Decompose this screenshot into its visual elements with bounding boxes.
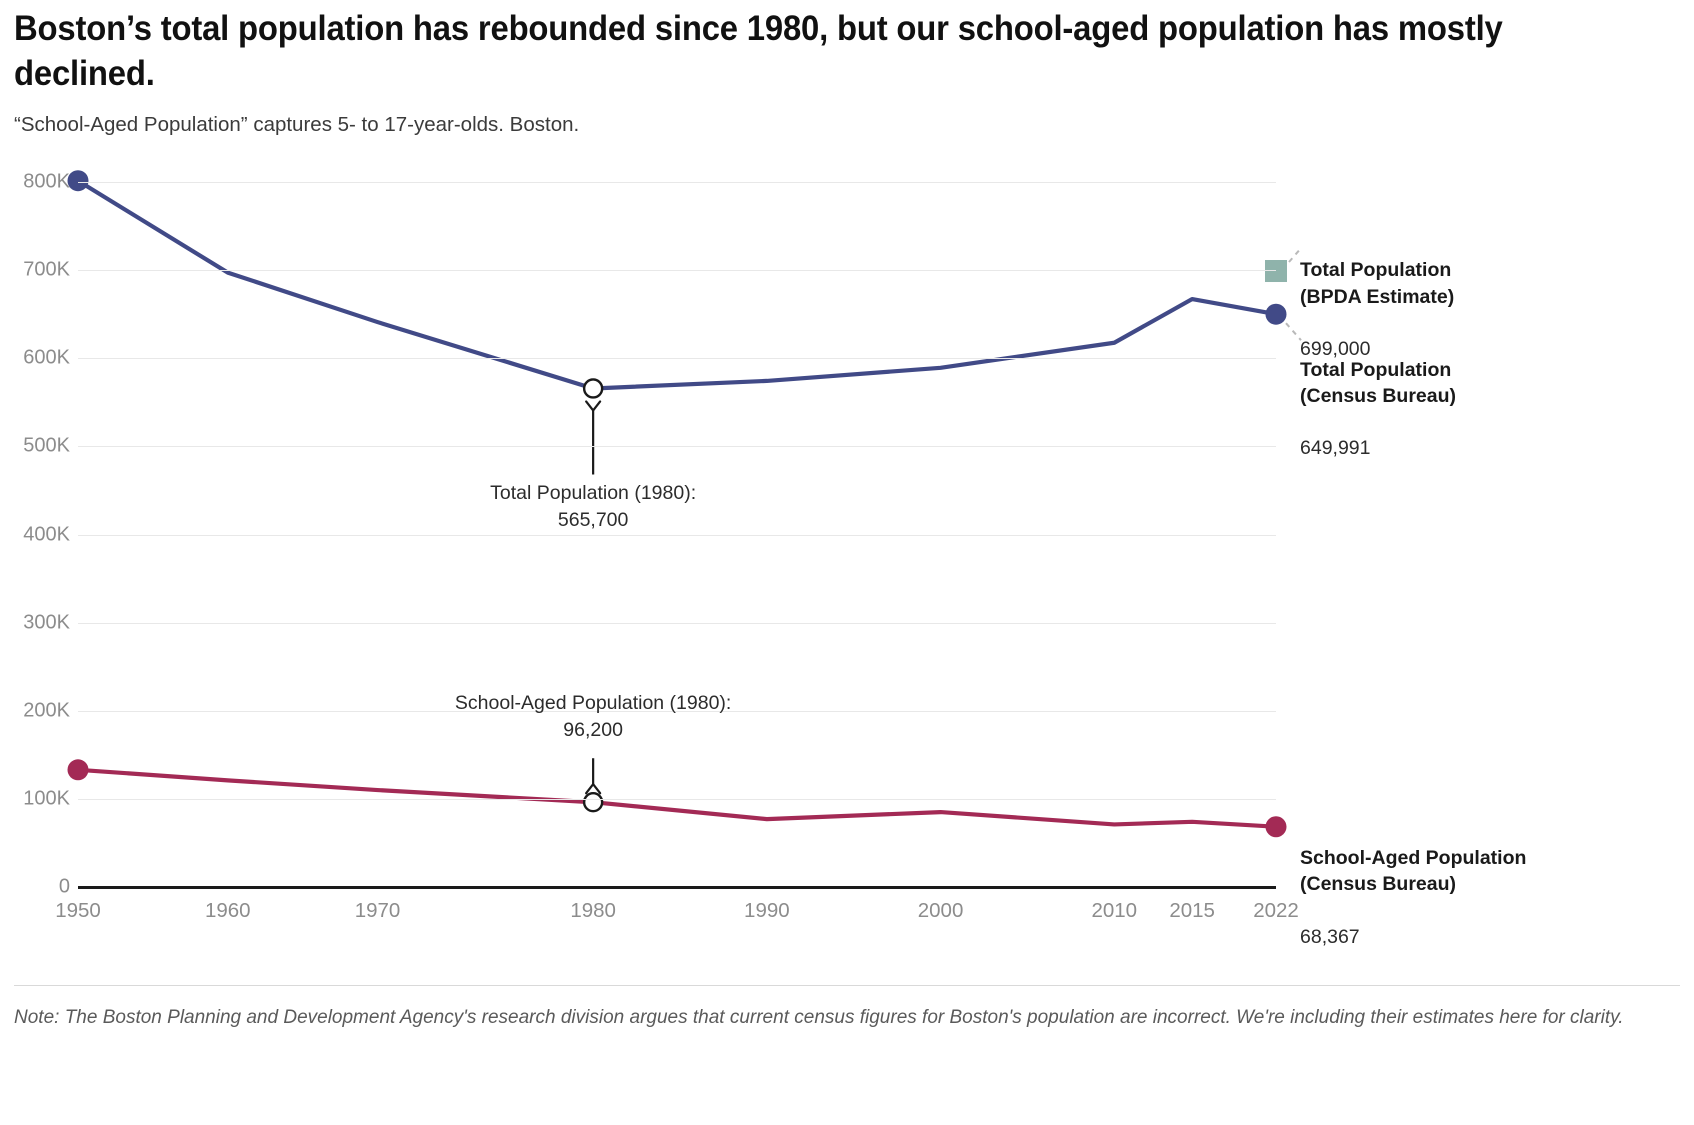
y-axis-tick-label: 200K [23,699,70,722]
gridline [78,798,1276,800]
page-title: Boston’s total population has rebounded … [14,8,1503,93]
gridline [78,270,1276,272]
gridline [78,446,1276,448]
footnote: Note: The Boston Planning and Developmen… [14,1007,1624,1028]
gridline [78,182,1276,183]
plot-region: 0 100K 200K 300K 400K 500K 600K 700K 800K 1950 196… [23,170,1303,922]
series-label-bpda-value: 699,000 [1300,338,1371,361]
series-label-school-value: 68,367 [1300,926,1360,948]
series-line [75,767,1279,829]
series-label-bpda-name: Total Population (BPDA Estimate) [1300,259,1455,308]
y-axis-tick-label: 700K [23,258,70,281]
series-label-census-total-name: Total Population (Census Bureau) [1300,358,1457,407]
gridline [78,622,1276,624]
y-axis-tick-label: 800K [23,170,70,193]
highlight-marker-1980 [582,378,604,399]
y-axis-tick-label: 0 [58,875,70,898]
series-marker [67,170,89,192]
chart-lines [67,170,1303,838]
series-marker [67,759,89,781]
gridline [78,534,1276,536]
series-label-school: School-Aged Population (Census Bureau) 6… [1300,819,1526,977]
x-axis-tick-label: 2000 [917,899,964,922]
y-axis-tick-label: 100K [23,787,70,810]
annotation-arrow [585,400,602,475]
chart-area: 0 100K 200K 300K 400K 500K 600K 700K 800K 1950 196… [0,168,1694,968]
leader-line [1288,246,1303,263]
series-label-school-name: School-Aged Population (Census Bureau) [1300,847,1527,896]
y-axis-tick-label: 400K [23,523,70,545]
x-axis-tick-label: 2015 [1169,899,1215,922]
annotation-school-1980: School-Aged Population (1980): 96,200 [454,692,732,741]
page-subtitle: “School-Aged Population” captures 5- to … [14,113,580,137]
x-axis-tick-label: 1950 [55,899,101,922]
series-marker [1265,816,1287,838]
y-axis-tick-label: 600K [23,346,70,369]
series-marker [1265,303,1287,325]
series-marker-square [1265,260,1287,283]
x-axis-tick-label: 2010 [1091,899,1138,922]
leader-line [1285,322,1302,341]
y-axis-tick-label: 500K [23,434,70,457]
gridline [78,358,1276,360]
series-label-census-total-value: 649,991 [1300,437,1371,460]
series-label-bpda: Total Population (BPDA Estimate) 699,000 [1300,231,1454,389]
x-axis-tick-label: 1960 [204,899,251,922]
gridline [78,710,1276,712]
x-axis-tick-label: 1990 [744,899,790,922]
x-axis-tick-label: 2022 [1253,899,1299,922]
series-line [75,178,1279,391]
annotation-arrow [585,758,602,795]
x-axis-tick-label: 1980 [570,899,616,922]
y-axis-tick-label: 300K [23,611,70,634]
x-axis-tick-label: 1970 [354,899,401,922]
highlight-marker-1980 [582,792,604,813]
header: Boston’s total population has rebounded … [14,6,1674,137]
x-axis-line [78,886,1276,889]
series-label-census-total: Total Population (Census Bureau) 649,991 [1300,330,1456,488]
footnote-divider [14,985,1680,986]
annotation-total-1980: Total Population (1980): 565,700 [490,482,697,531]
